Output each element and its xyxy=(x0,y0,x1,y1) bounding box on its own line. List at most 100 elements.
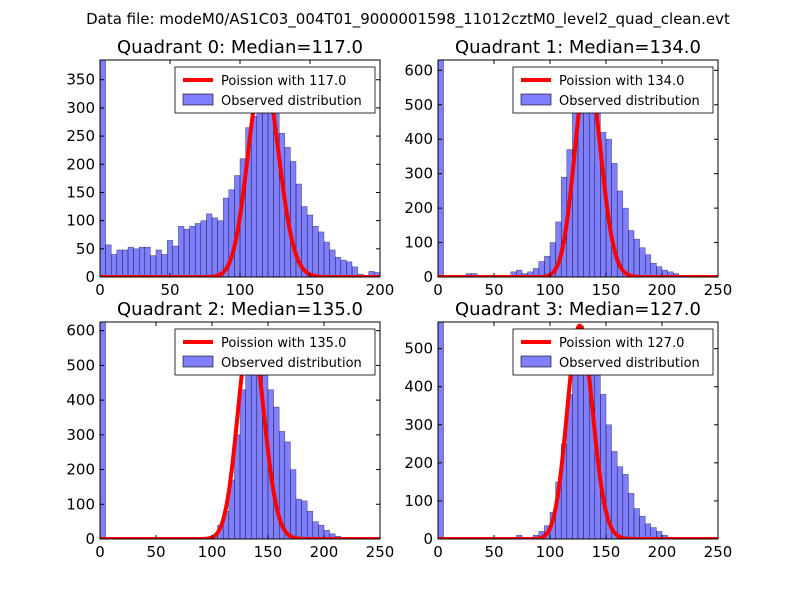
y-tick-label: 400 xyxy=(66,391,95,409)
x-tick-label: 200 xyxy=(648,281,677,299)
histogram-bar xyxy=(351,266,358,277)
x-tick-label: 200 xyxy=(366,281,395,299)
panel-3-legend: Poission with 127.0 Observed distribution xyxy=(512,328,714,376)
histogram-bar xyxy=(306,214,314,277)
histogram-bar xyxy=(262,96,269,277)
histogram-bar xyxy=(100,322,106,539)
histogram-bar xyxy=(189,226,196,277)
histogram-bar xyxy=(127,246,134,277)
y-tick-label: 300 xyxy=(404,416,433,434)
panel-3: Quadrant 3: Median=127.0 0 50 100 150 200 250 0… xyxy=(404,299,732,561)
y-tick-label: 100 xyxy=(404,492,433,510)
y-tick-label: 100 xyxy=(66,495,95,513)
x-tick-label: 50 xyxy=(484,281,503,299)
x-tick-label: 0 xyxy=(95,281,105,299)
x-tick-label: 150 xyxy=(296,281,325,299)
histogram-bar xyxy=(206,213,213,277)
histogram-bar xyxy=(622,474,629,539)
x-tick-label: 50 xyxy=(484,543,503,561)
figure-suptitle: Data file: modeM0/AS1C03_004T01_90000015… xyxy=(86,10,730,29)
panel-2: Quadrant 2: Median=135.0 0 50 100 150 200 250 0… xyxy=(66,299,394,561)
histogram-bar xyxy=(211,217,218,277)
y-tick-label: 0 xyxy=(85,268,95,286)
histogram-bar xyxy=(105,244,112,277)
histogram-bar xyxy=(250,116,258,277)
histogram-bar xyxy=(144,246,151,277)
y-tick-label: 350 xyxy=(66,71,95,89)
legend-box xyxy=(174,328,376,376)
poisson-curve xyxy=(438,323,718,539)
histogram-bar xyxy=(183,228,190,277)
histogram-bar xyxy=(622,207,629,277)
panel-0: Quadrant 0: Median=117.0 0 50 100 150 200 0 50 1… xyxy=(66,37,394,299)
legend-box xyxy=(512,66,714,114)
legend-bars-label: Observed distribution xyxy=(221,94,362,109)
x-tick-label: 250 xyxy=(366,543,395,561)
histogram-bar xyxy=(318,524,325,539)
legend-bars-swatch xyxy=(182,355,214,368)
histogram-bar xyxy=(138,246,146,277)
x-tick-label: 200 xyxy=(310,543,339,561)
panel-3-title: Quadrant 3: Median=127.0 xyxy=(455,299,701,320)
x-tick-label: 200 xyxy=(648,543,677,561)
histogram-bar xyxy=(633,238,640,277)
x-tick-label: 100 xyxy=(226,281,255,299)
legend-bars-label: Observed distribution xyxy=(559,94,700,109)
panel-2-plot xyxy=(100,322,380,539)
y-tick-label: 500 xyxy=(66,356,95,374)
histogram-bar xyxy=(633,508,640,539)
panels: Quadrant 0: Median=117.0 0 50 100 150 200 0 50 1… xyxy=(66,37,732,561)
histogram-bar xyxy=(301,500,308,539)
histogram-bar xyxy=(172,245,179,277)
histogram-bar xyxy=(150,255,157,277)
y-tick-label: 0 xyxy=(423,530,433,548)
histogram-bar xyxy=(239,389,246,539)
y-tick-label: 600 xyxy=(404,61,433,79)
y-tick-label: 300 xyxy=(66,426,95,444)
histogram-bar xyxy=(644,523,652,539)
histogram-bar xyxy=(628,493,635,539)
histogram-bar xyxy=(290,161,297,277)
legend-bars-label: Observed distribution xyxy=(559,356,700,371)
histogram-bar xyxy=(116,249,123,277)
histogram-bar xyxy=(346,261,353,277)
histogram-bar xyxy=(194,223,202,277)
panel-1: Quadrant 1: Median=134.0 0 50 100 150 200 250 0… xyxy=(404,37,732,299)
y-tick-label: 100 xyxy=(66,212,95,230)
panel-2-legend: Poission with 135.0 Observed distribution xyxy=(174,328,376,376)
x-tick-label: 100 xyxy=(198,543,227,561)
y-tick-label: 500 xyxy=(404,96,433,114)
y-tick-label: 200 xyxy=(66,461,95,479)
histogram-bar xyxy=(438,322,444,539)
x-tick-label: 150 xyxy=(254,543,283,561)
x-tick-label: 250 xyxy=(704,543,733,561)
histogram-bar xyxy=(340,259,347,277)
histogram-bar xyxy=(200,220,207,277)
panel-1-frame xyxy=(437,59,719,278)
legend-bars-swatch xyxy=(520,93,552,106)
legend-bars-swatch xyxy=(520,355,552,368)
histogram-bar xyxy=(323,241,330,277)
histogram-bar xyxy=(217,220,224,277)
panel-3-frame xyxy=(437,321,719,540)
histogram-bar xyxy=(133,248,140,277)
histogram-bar xyxy=(306,510,314,539)
y-tick-label: 200 xyxy=(404,199,433,217)
histogram-bar xyxy=(600,394,607,539)
y-tick-label: 200 xyxy=(66,155,95,173)
y-tick-label: 400 xyxy=(404,378,433,396)
histogram-bar xyxy=(122,249,129,277)
x-tick-label: 0 xyxy=(433,281,443,299)
histogram-bar xyxy=(110,254,118,277)
poisson-curve xyxy=(100,328,380,539)
x-tick-label: 0 xyxy=(433,543,443,561)
legend-box xyxy=(174,66,376,114)
histogram-bar xyxy=(650,262,657,277)
y-tick-label: 500 xyxy=(404,340,433,358)
x-tick-label: 50 xyxy=(160,281,179,299)
histogram-bar xyxy=(155,249,162,277)
panel-0-legend: Poission with 117.0 Observed distribution xyxy=(174,66,376,114)
y-tick-label: 100 xyxy=(404,234,433,252)
histogram-bar xyxy=(628,230,635,277)
